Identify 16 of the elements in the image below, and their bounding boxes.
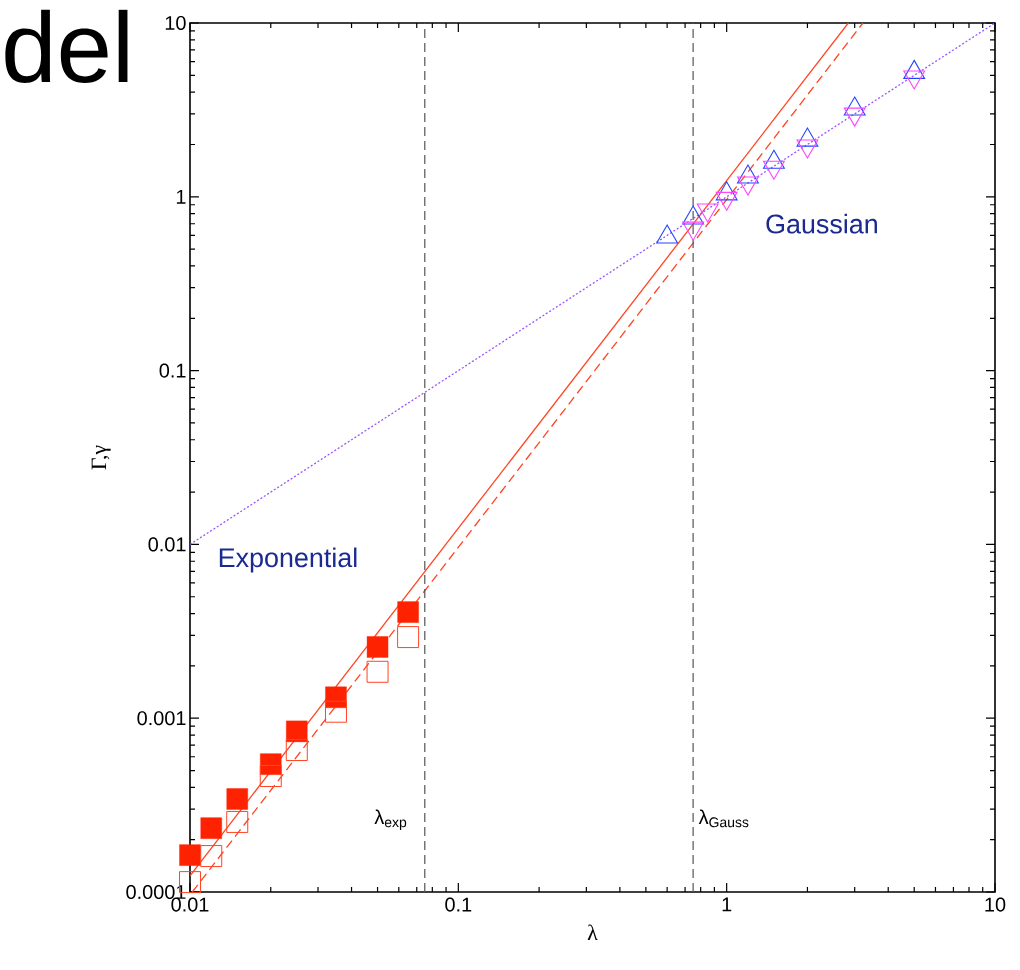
y-tick-label: 0.1: [159, 363, 186, 378]
y-axis-title: Γ,γ: [91, 445, 111, 470]
ref-line-label: λ$_{exp}$: [374, 809, 407, 830]
x-tick-label: 1: [722, 897, 732, 912]
y-tick-label: 0.0001: [126, 884, 186, 900]
annotation: Exponential: [219, 547, 357, 573]
text: del: [5, 9, 128, 83]
x-tick-label: 10: [985, 897, 1006, 912]
y-tick-label: 0.01: [148, 537, 186, 552]
x-tick-label: 0.1: [445, 897, 472, 912]
ref-line-label: λ$_{Gauss}$: [698, 809, 749, 828]
annotation: Gaussian: [766, 213, 877, 234]
y-tick-label: 10: [165, 15, 186, 31]
y-tick-label: 1: [176, 189, 186, 204]
y-tick-label: 0.001: [137, 711, 186, 726]
x-axis-title: λ: [587, 924, 598, 940]
